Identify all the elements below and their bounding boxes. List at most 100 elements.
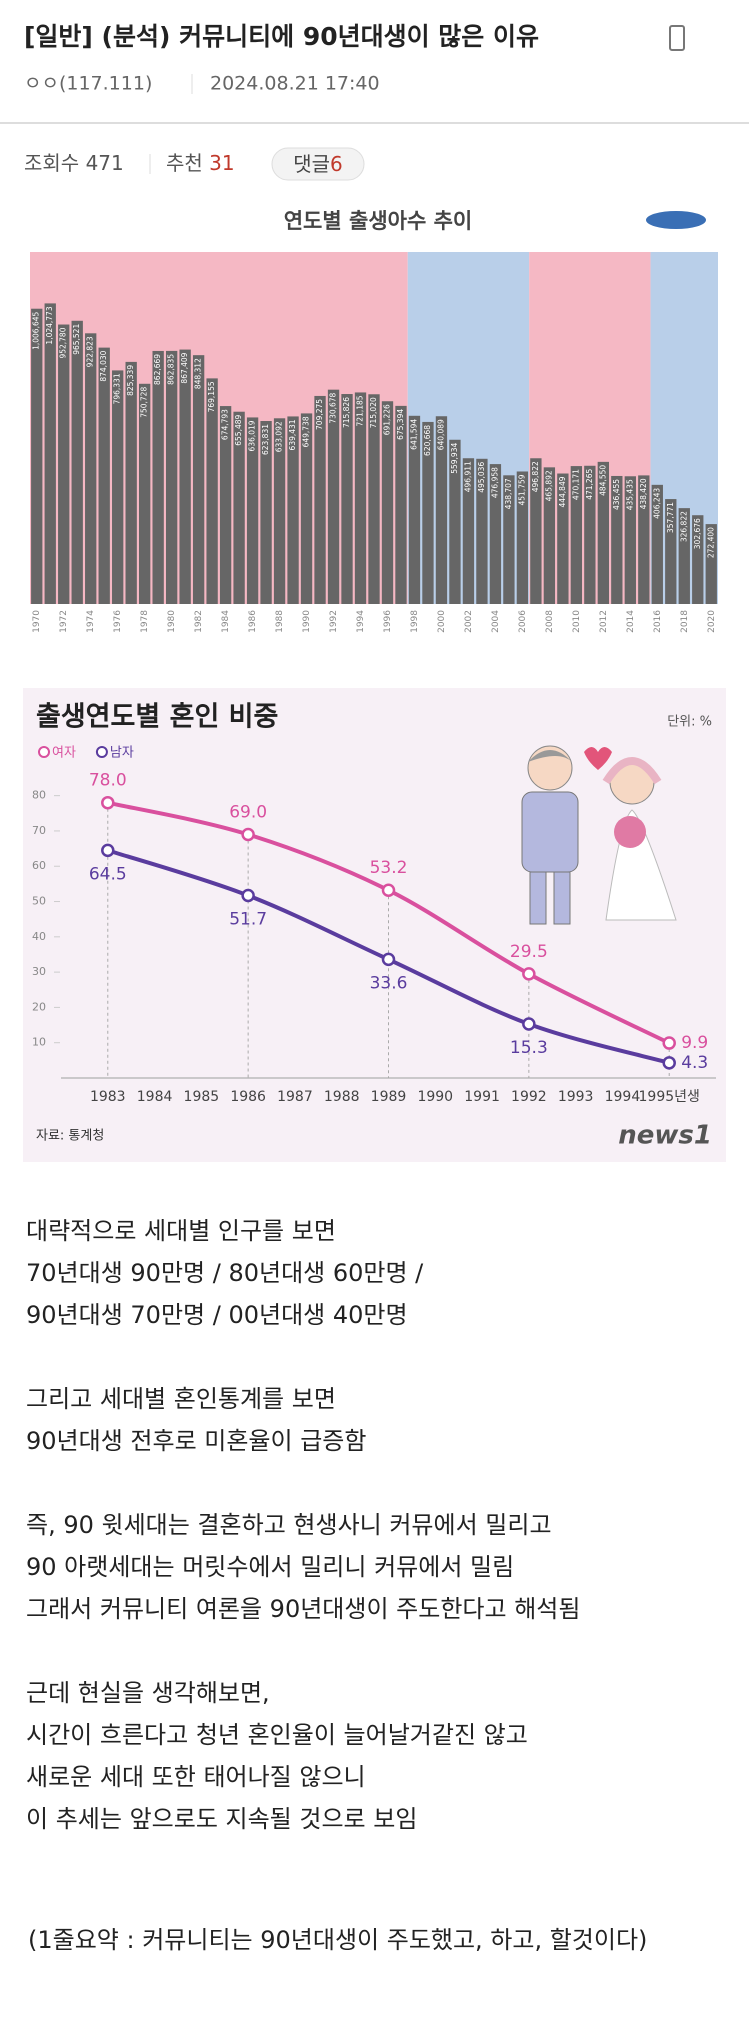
value-label: 655,489 — [234, 414, 243, 445]
logo: news1 — [618, 1121, 712, 1151]
value-label: 965,521 — [72, 324, 81, 355]
value-label: 848,312 — [194, 358, 203, 389]
body-line: 새로운 세대 또한 태어나질 않으니 — [26, 1763, 366, 1791]
legend-marker — [95, 746, 108, 758]
chart-title: 연도별 출생아수 추이 — [284, 209, 473, 233]
unit-label: 단위: % — [667, 715, 712, 730]
value-label: 715,020 — [369, 397, 378, 428]
x-tick-label: 1996 — [383, 610, 393, 633]
summary: (1줄요약 : 커뮤니티는 90년대생이 주도했고, 하고, 할것이다) — [28, 1926, 647, 1954]
y-tick-label: 50 — [32, 895, 46, 908]
x-tick-label: 2016 — [653, 610, 663, 633]
bar — [597, 461, 609, 604]
bar — [368, 394, 380, 604]
x-tick-label: 2010 — [572, 610, 582, 633]
point — [101, 843, 115, 858]
x-tick-label: 1990 — [417, 1089, 453, 1105]
value: 6 — [330, 152, 343, 176]
bar — [651, 484, 663, 604]
bar — [570, 466, 583, 604]
comment-count[interactable]: 댓글6 — [293, 152, 343, 176]
post-title: [일반] (분석) 커뮤니티에 90년대생이 많은 이유 — [24, 22, 539, 51]
bar — [112, 370, 124, 604]
value-label: 922,823 — [86, 336, 95, 367]
author[interactable]: ㅇㅇ(117.111) — [24, 73, 152, 95]
bar — [139, 383, 151, 604]
value-label: 302,676 — [693, 518, 702, 549]
value-label: 636,019 — [248, 420, 257, 451]
point — [101, 795, 115, 810]
value-label: 476,958 — [490, 467, 499, 498]
value-label: 436,455 — [612, 479, 621, 510]
x-tick-label: 2002 — [464, 610, 474, 633]
y-tick-label: 30 — [32, 965, 46, 978]
label: 댓글 — [293, 152, 330, 176]
value-label: 721,185 — [356, 395, 365, 426]
x-tick-label: 2012 — [599, 610, 609, 633]
comment-button[interactable] — [271, 147, 365, 181]
x-tick-label: 1976 — [113, 610, 123, 633]
point — [522, 967, 536, 981]
body-line: 시간이 흐른다고 청년 혼인율이 늘어날거같진 않고 — [26, 1721, 528, 1749]
x-tick-label: 2020 — [707, 610, 717, 633]
bar — [125, 361, 137, 604]
x-tick-label: 1974 — [86, 610, 96, 633]
couple-illustration — [521, 745, 677, 925]
x-tick-label: 1984 — [221, 610, 231, 633]
value-label: 620,668 — [423, 425, 432, 456]
bar — [44, 303, 56, 604]
value-label: 484,550 — [598, 465, 607, 496]
value-label: 649,738 — [302, 416, 311, 447]
bar — [246, 417, 259, 604]
x-tick-label: 2000 — [437, 610, 447, 633]
view-count: 조회수 471 — [24, 151, 124, 175]
value-label: 559,934 — [450, 443, 459, 474]
bar — [503, 475, 515, 604]
x-tick-label: 2018 — [680, 610, 690, 633]
value-label: 640,089 — [436, 419, 445, 450]
x-tick-label: 1978 — [140, 610, 150, 633]
value-label: 470,171 — [571, 469, 580, 500]
value-label: 639,431 — [288, 419, 297, 450]
value-label: 357,771 — [666, 502, 675, 533]
value: 471 — [86, 151, 124, 175]
bar — [233, 411, 245, 604]
value-label: 53.2 — [370, 858, 408, 878]
bar — [192, 355, 205, 604]
x-tick-label: 2006 — [518, 610, 528, 633]
bar — [219, 406, 232, 604]
bar — [530, 458, 542, 604]
mobile-icon — [669, 25, 685, 51]
x-tick-label: 1985 — [184, 1089, 220, 1105]
legend-marker — [38, 746, 50, 758]
bar — [692, 515, 704, 604]
value-label: 496,822 — [531, 461, 540, 492]
x-tick-label: 1986 — [248, 610, 258, 633]
value-label: 691,226 — [382, 404, 391, 435]
y-tick-label: 20 — [32, 1000, 46, 1013]
x-tick-label: 1988 — [275, 610, 285, 633]
chart-image — [23, 688, 726, 1162]
body-line: 그리고 세대별 혼인통계를 보면 — [26, 1385, 336, 1413]
bar — [408, 415, 421, 604]
value-label: 29.5 — [510, 942, 548, 962]
bar — [665, 499, 677, 604]
y-tick-label: 80 — [32, 789, 46, 802]
point — [241, 888, 255, 903]
point — [662, 1036, 676, 1050]
chart-title: 출생연도별 혼인 비중 — [36, 702, 278, 733]
bar — [476, 458, 488, 604]
x-tick-label: 1983 — [90, 1089, 126, 1105]
bar — [287, 416, 299, 604]
value-label: 272,400 — [706, 527, 715, 558]
bar — [543, 467, 556, 604]
value-label: 769,155 — [207, 381, 216, 412]
bar — [314, 395, 326, 604]
value-label: 825,339 — [126, 365, 135, 396]
x-tick-label: 1994 — [605, 1089, 641, 1105]
x-tick-label: 1984 — [137, 1089, 173, 1105]
label: 조회수 — [24, 151, 79, 175]
point — [241, 827, 255, 842]
value-label: 674,793 — [221, 409, 230, 440]
